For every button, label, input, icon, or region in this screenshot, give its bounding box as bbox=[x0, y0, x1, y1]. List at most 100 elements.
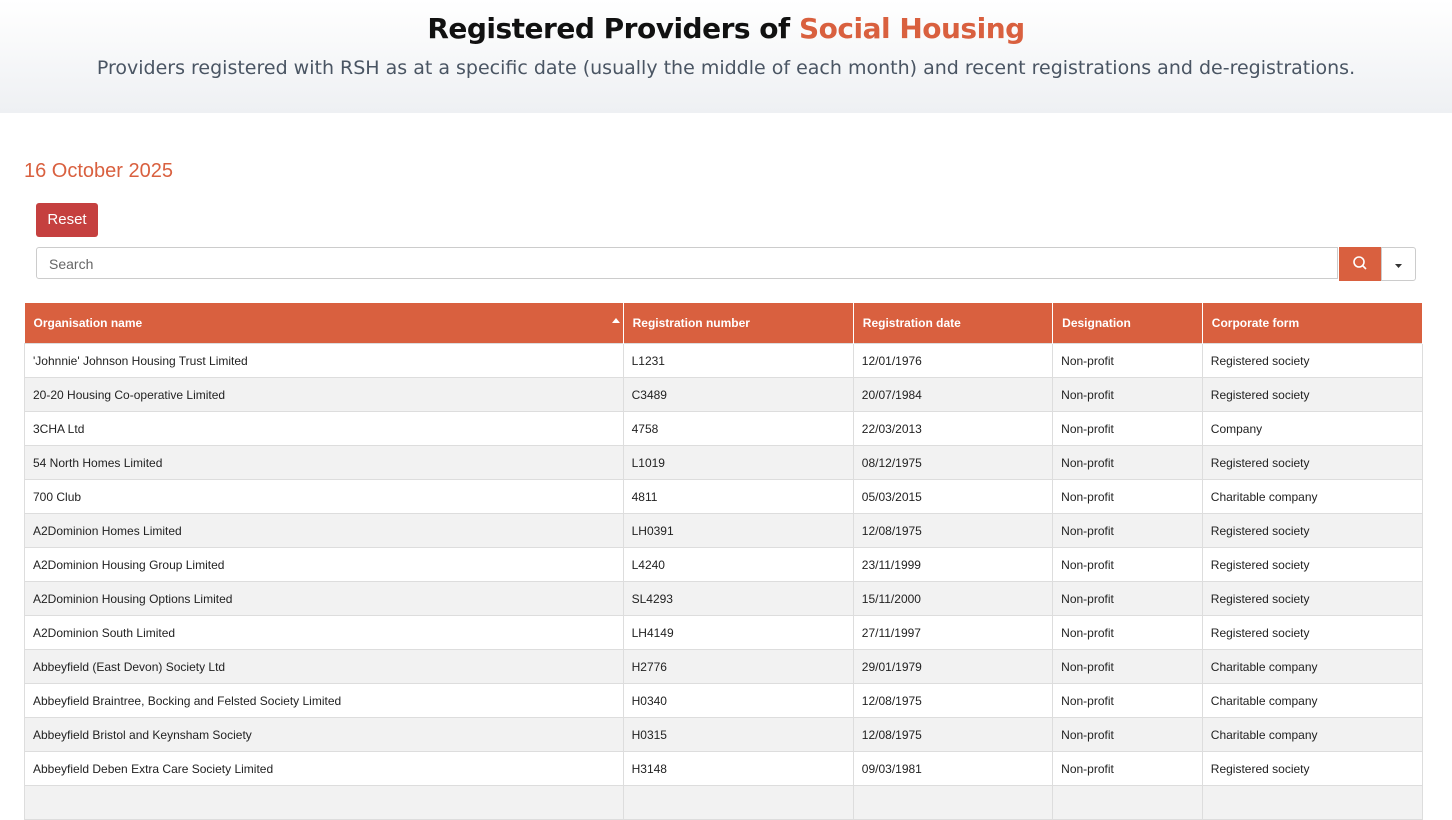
table-cell: Non-profit bbox=[1052, 343, 1203, 378]
table-row: Abbeyfield Braintree, Bocking and Felste… bbox=[24, 683, 1424, 718]
date: 16 October 2025 bbox=[24, 160, 173, 182]
search-icon bbox=[1353, 256, 1367, 270]
column-header[interactable]: Organisation name bbox=[24, 303, 624, 344]
table-cell: H2776 bbox=[622, 649, 854, 684]
table-row: 'Johnnie' Johnson Housing Trust Limited L… bbox=[24, 343, 1424, 378]
table-cell: Registered society bbox=[1201, 343, 1424, 378]
table-row: 700 Club 4811 05/03/2015 Non-profit Charitab… bbox=[24, 479, 1424, 514]
table-cell: 54 North Homes Limited bbox=[24, 445, 624, 480]
table-cell bbox=[622, 785, 854, 820]
table-cell: H0340 bbox=[622, 683, 854, 718]
header: Registered Providers of Social Housing P… bbox=[0, 0, 1452, 113]
subtitle: Providers registered with RSH as at a sp… bbox=[96, 57, 1356, 79]
table-cell: 12/08/1975 bbox=[852, 683, 1054, 718]
table-row: 3CHA Ltd 4758 22/03/2013 Non-profit Company bbox=[24, 411, 1424, 446]
table-cell: Registered society bbox=[1201, 445, 1424, 480]
column-header[interactable]: Registration date bbox=[853, 303, 1054, 344]
table-cell: H0315 bbox=[622, 717, 854, 752]
table-row: Abbeyfield Deben Extra Care Society Limi… bbox=[24, 751, 1424, 786]
table-cell: 20/07/1984 bbox=[852, 377, 1054, 412]
table-cell: Non-profit bbox=[1052, 445, 1203, 480]
table-cell: 20-20 Housing Co-operative Limited bbox=[24, 377, 624, 412]
table-row: Abbeyfield (East Devon) Society Ltd H2776… bbox=[24, 649, 1424, 684]
search-button[interactable] bbox=[1339, 247, 1381, 281]
table-row: A2Dominion Housing Group Limited L4240 23/… bbox=[24, 547, 1424, 582]
table-cell: Registered society bbox=[1201, 547, 1424, 582]
page-title: Registered Providers of Social Housing bbox=[0, 12, 1452, 45]
table-cell: 22/03/2013 bbox=[852, 411, 1054, 446]
dropdown-button[interactable] bbox=[1381, 247, 1416, 281]
caret bbox=[1395, 264, 1402, 268]
table-cell: 15/11/2000 bbox=[852, 581, 1054, 616]
table-cell: SL4293 bbox=[622, 581, 854, 616]
column-header[interactable]: Registration number bbox=[623, 303, 854, 344]
table-cell: Abbeyfield Deben Extra Care Society Limi… bbox=[24, 751, 624, 786]
sort-arrow bbox=[611, 318, 620, 323]
table-body: 'Johnnie' Johnson Housing Trust Limited L… bbox=[24, 343, 1424, 820]
table-cell: LH0391 bbox=[622, 513, 854, 548]
providers-table: Organisation name Registration number Regi… bbox=[24, 303, 1424, 820]
table-cell: 4811 bbox=[622, 479, 854, 514]
column-header[interactable]: Corporate form bbox=[1202, 303, 1424, 344]
table-cell: Charitable company bbox=[1201, 649, 1424, 684]
title-highlight: Social Housing bbox=[798, 12, 1025, 45]
table-cell: Non-profit bbox=[1052, 649, 1203, 684]
title-start: Registered Providers of bbox=[427, 12, 790, 45]
table-cell: C3489 bbox=[622, 377, 854, 412]
table-cell: A2Dominion South Limited bbox=[24, 615, 624, 650]
table-cell: 23/11/1999 bbox=[852, 547, 1054, 582]
reset-button[interactable]: Reset bbox=[36, 203, 98, 237]
table-cell: Non-profit bbox=[1052, 411, 1203, 446]
table-cell: Registered society bbox=[1201, 513, 1424, 548]
table-cell: Non-profit bbox=[1052, 513, 1203, 548]
table-cell: 27/11/1997 bbox=[852, 615, 1054, 650]
header-row: Organisation name Registration number Regi… bbox=[24, 303, 1424, 344]
table-cell bbox=[1052, 785, 1203, 820]
table-cell: Company bbox=[1201, 411, 1424, 446]
table-cell: 12/08/1975 bbox=[852, 513, 1054, 548]
table-cell: Non-profit bbox=[1052, 751, 1203, 786]
table-cell: 'Johnnie' Johnson Housing Trust Limited bbox=[24, 343, 624, 378]
table-cell: 700 Club bbox=[24, 479, 624, 514]
table-cell: L1019 bbox=[622, 445, 854, 480]
table-cell: Charitable company bbox=[1201, 717, 1424, 752]
table-cell: Registered society bbox=[1201, 751, 1424, 786]
table-cell: Non-profit bbox=[1052, 581, 1203, 616]
table-cell: H3148 bbox=[622, 751, 854, 786]
table-cell: 08/12/1975 bbox=[852, 445, 1054, 480]
table-cell bbox=[1201, 785, 1424, 820]
table-cell: A2Dominion Housing Group Limited bbox=[24, 547, 624, 582]
table-cell: Non-profit bbox=[1052, 547, 1203, 582]
table-cell: A2Dominion Homes Limited bbox=[24, 513, 624, 548]
table-cell: 09/03/1981 bbox=[852, 751, 1054, 786]
table-cell: LH4149 bbox=[622, 615, 854, 650]
table-cell: Registered society bbox=[1201, 377, 1424, 412]
table-cell: Non-profit bbox=[1052, 479, 1203, 514]
table-cell: Non-profit bbox=[1052, 615, 1203, 650]
table-row: Abbeyfield Bristol and Keynsham Society H… bbox=[24, 717, 1424, 752]
table-row: 20-20 Housing Co-operative Limited C3489 2… bbox=[24, 377, 1424, 412]
table-cell: A2Dominion Housing Options Limited bbox=[24, 581, 624, 616]
table-cell: 05/03/2015 bbox=[852, 479, 1054, 514]
table-row: A2Dominion South Limited LH4149 27/11/1997… bbox=[24, 615, 1424, 650]
table-cell: 12/01/1976 bbox=[852, 343, 1054, 378]
table-cell: 29/01/1979 bbox=[852, 649, 1054, 684]
table-row bbox=[24, 785, 1424, 820]
table-cell: Registered society bbox=[1201, 615, 1424, 650]
table-cell: Non-profit bbox=[1052, 717, 1203, 752]
table-row: A2Dominion Homes Limited LH0391 12/08/1975… bbox=[24, 513, 1424, 548]
table-cell: Non-profit bbox=[1052, 377, 1203, 412]
table-cell: L1231 bbox=[622, 343, 854, 378]
table-cell: Abbeyfield (East Devon) Society Ltd bbox=[24, 649, 624, 684]
table-cell: 12/08/1975 bbox=[852, 717, 1054, 752]
table-cell: 3CHA Ltd bbox=[24, 411, 624, 446]
column-header[interactable]: Designation bbox=[1052, 303, 1203, 344]
table-cell: L4240 bbox=[622, 547, 854, 582]
table-cell: Charitable company bbox=[1201, 479, 1424, 514]
search-input[interactable]: Search bbox=[36, 247, 1338, 279]
table-cell: Non-profit bbox=[1052, 683, 1203, 718]
table-cell: Registered society bbox=[1201, 581, 1424, 616]
table-row: 54 North Homes Limited L1019 08/12/1975 Non… bbox=[24, 445, 1424, 480]
table-cell: Abbeyfield Bristol and Keynsham Society bbox=[24, 717, 624, 752]
